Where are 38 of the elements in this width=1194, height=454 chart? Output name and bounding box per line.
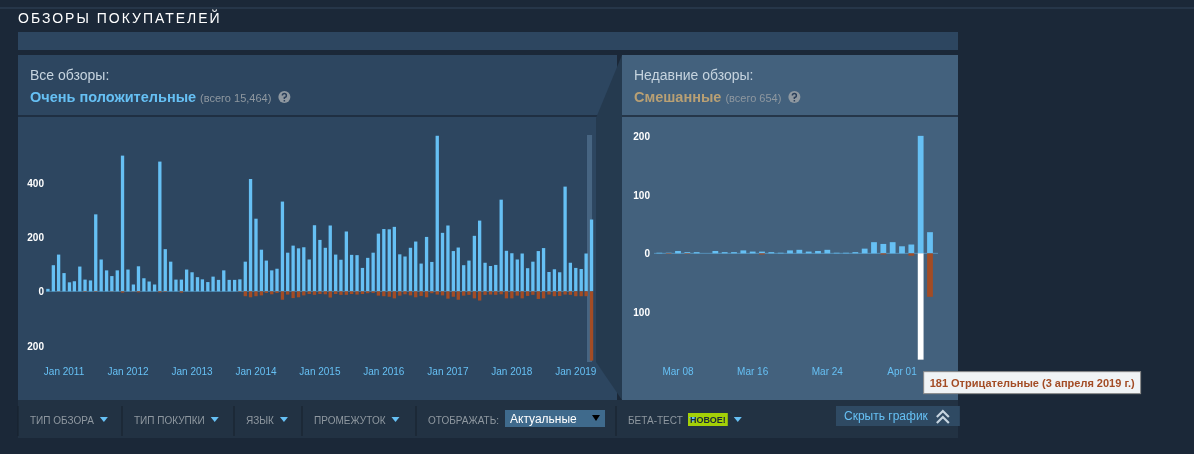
x-tick-label: Jan 2019 xyxy=(555,366,597,377)
chart-title: Недавние обзоры: xyxy=(634,67,754,83)
chart-subtitle: Смешанные xyxy=(634,89,722,105)
x-tick-label: Jan 2011 xyxy=(43,366,85,377)
x-tick-label: Jan 2015 xyxy=(299,366,341,377)
text: ПРОМЕЖУТОК xyxy=(314,415,386,426)
text: (всего 15,464) xyxy=(200,92,272,104)
y-tick-label: 0 xyxy=(38,286,45,298)
text: ОБЗОРЫ ПОКУПАТЕЛЕЙ xyxy=(18,9,222,26)
y-tick-label: 100 xyxy=(633,189,651,201)
x-tick-label: Jan 2017 xyxy=(427,366,469,377)
annotation: 181 Отрицательные (3 апреля 2019 г.) xyxy=(929,376,1135,389)
x-tick-label: Jan 2018 xyxy=(491,366,533,377)
chart-title: Все обзоры: xyxy=(30,67,110,83)
x-tick-label: Jan 2016 xyxy=(363,366,405,377)
text: ТИП ПОКУПКИ xyxy=(134,415,205,426)
y-tick-label: 200 xyxy=(27,340,45,352)
x-tick-label: Mar 08 xyxy=(662,366,694,377)
y-tick-label: 0 xyxy=(644,248,651,260)
text: Скрыть график xyxy=(844,409,929,423)
text: ОТОБРАЖАТЬ: xyxy=(428,415,500,426)
x-tick-label: Jan 2013 xyxy=(171,366,214,377)
y-tick-label: 200 xyxy=(27,231,45,243)
text: ЯЗЫК xyxy=(246,415,275,426)
y-tick-label: 100 xyxy=(633,307,651,319)
text: ТИП ОБЗОРА xyxy=(30,415,95,426)
x-tick-label: Mar 16 xyxy=(737,366,769,377)
y-tick-label: 200 xyxy=(633,130,651,142)
text: НОВОЕ! xyxy=(690,415,726,425)
text: БЕТА-ТЕСТ xyxy=(628,415,683,426)
x-tick-label: Apr 01 xyxy=(887,366,918,377)
chart-subtitle: Очень положительные xyxy=(30,89,197,105)
x-tick-label: Jan 2014 xyxy=(235,366,277,377)
x-tick-label: Jan 2012 xyxy=(107,366,149,377)
x-tick-label: Mar 24 xyxy=(811,366,844,377)
text: Актуальные xyxy=(510,412,578,426)
text: (всего 654) xyxy=(725,92,782,104)
y-tick-label: 400 xyxy=(27,177,45,189)
